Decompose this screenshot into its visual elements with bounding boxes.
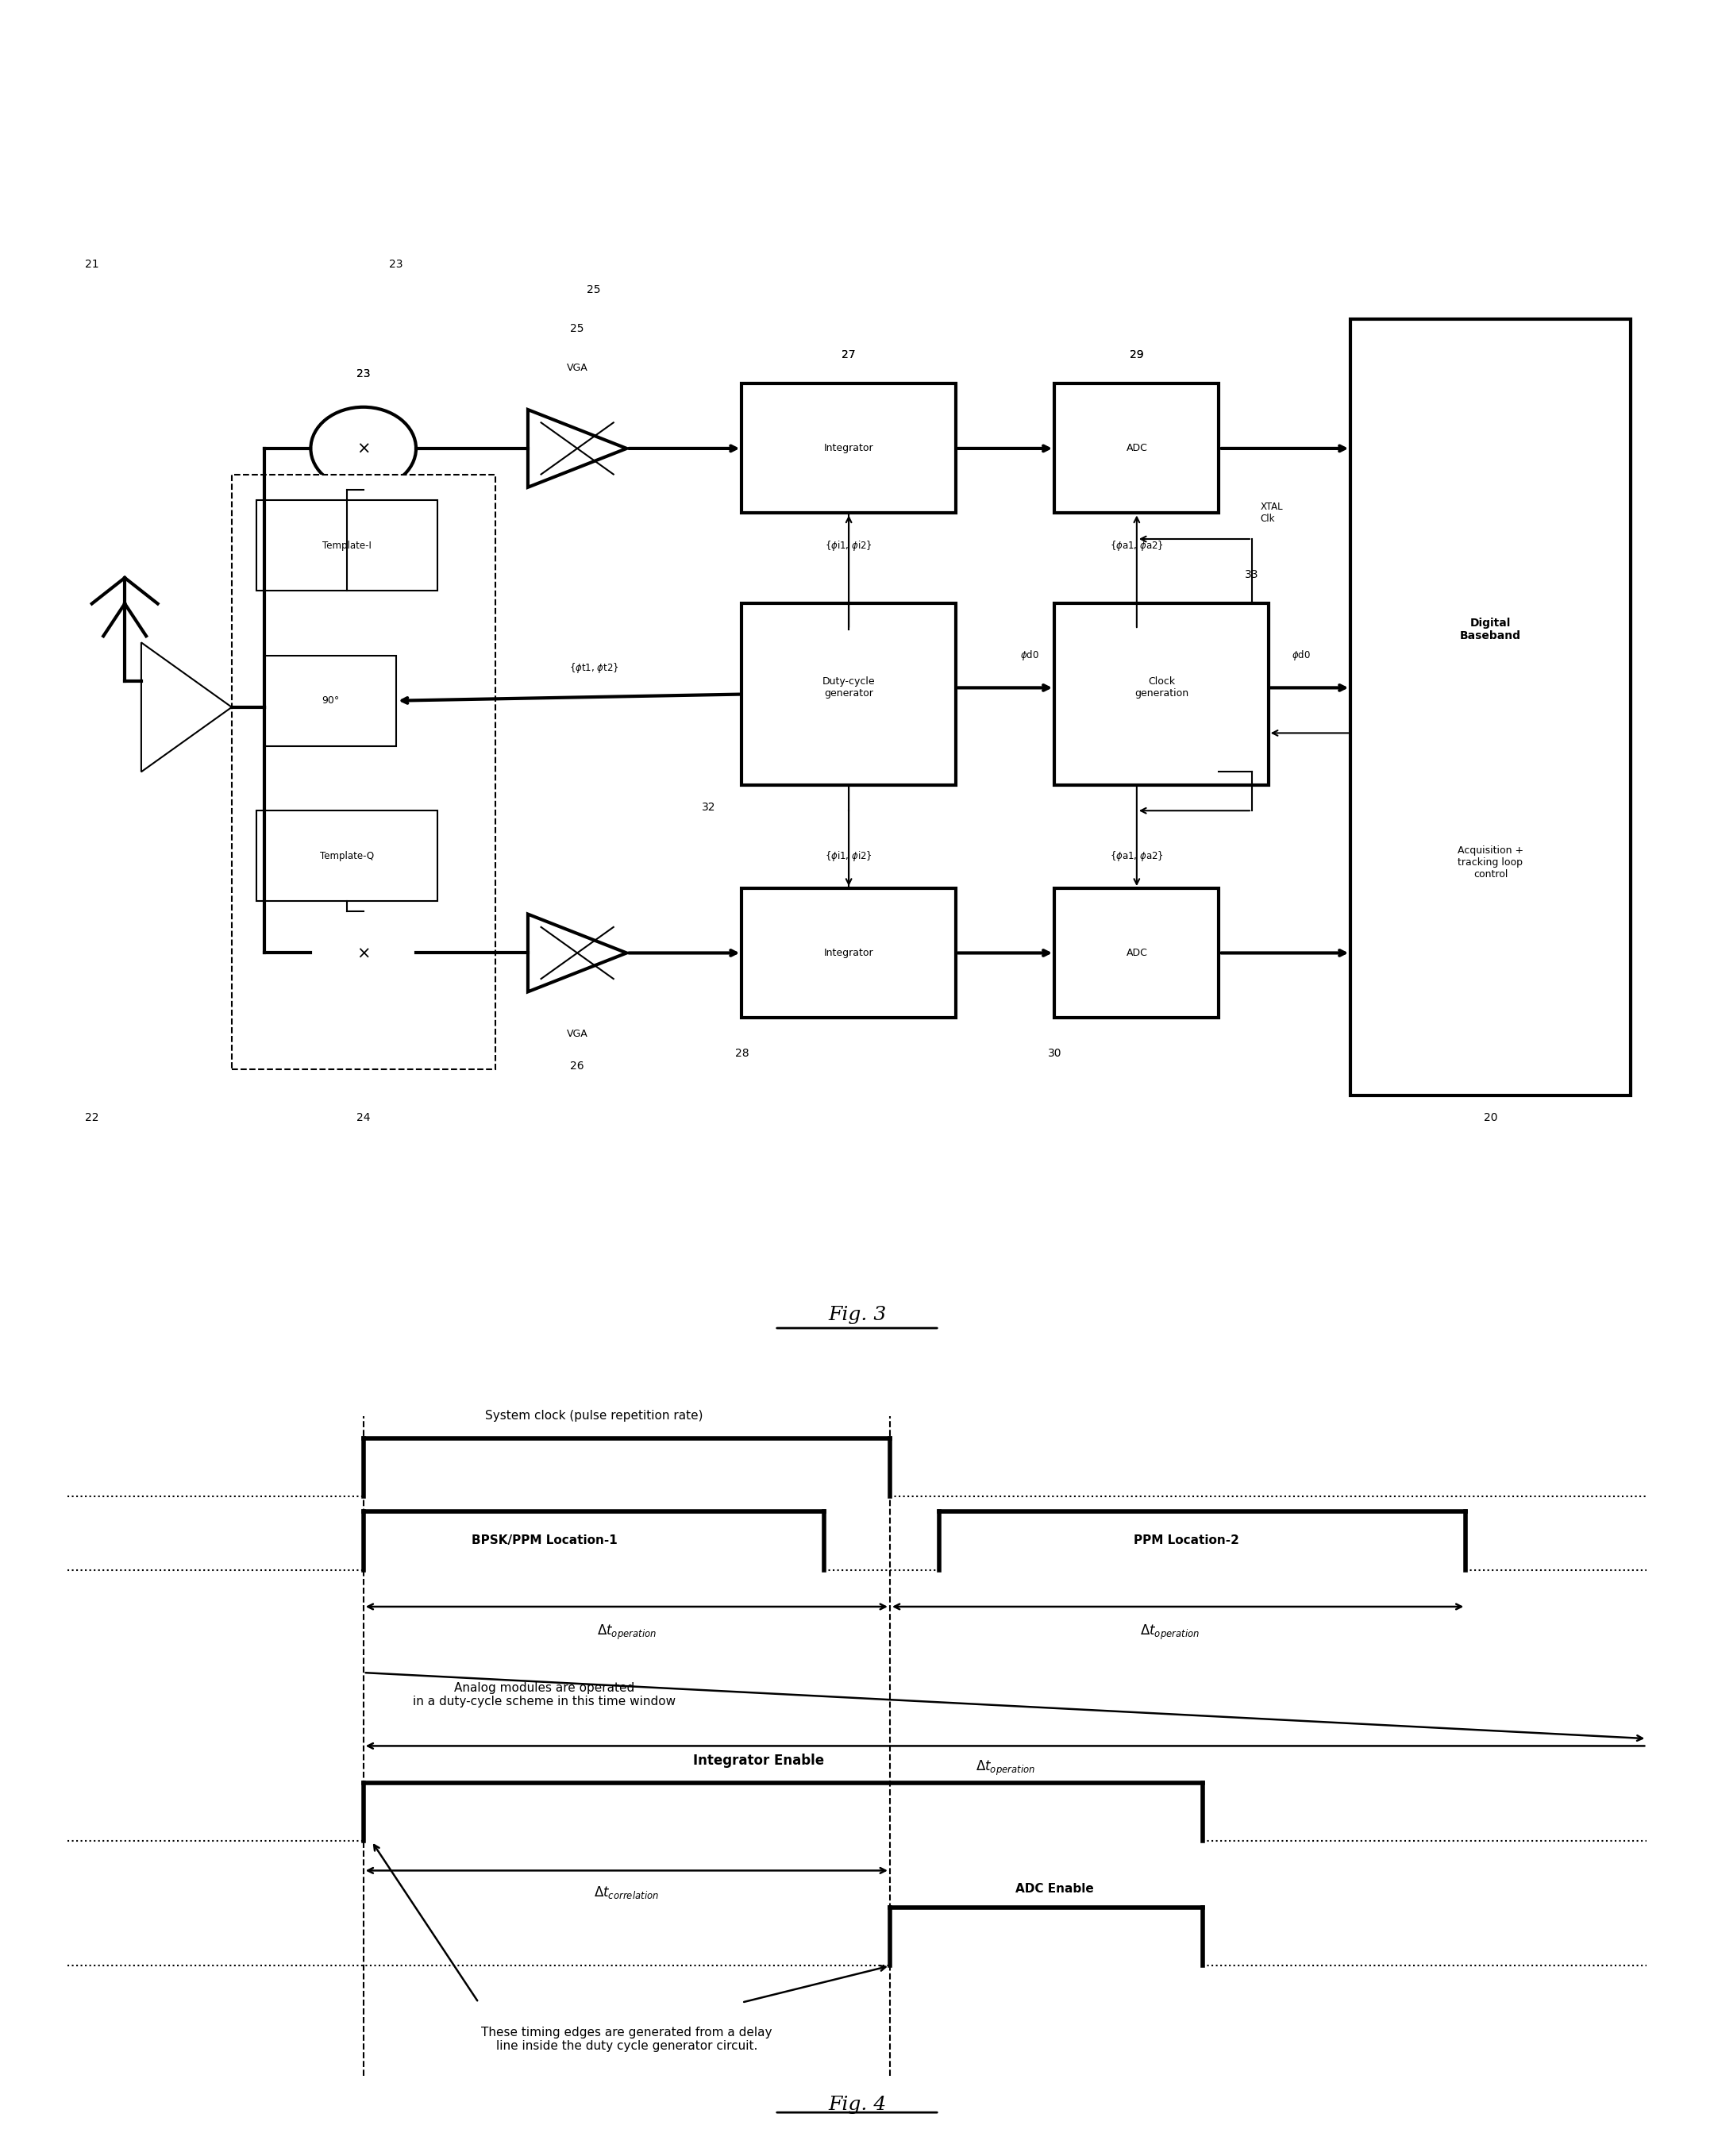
Text: $\Delta t_{correlation}$: $\Delta t_{correlation}$ <box>595 1884 660 1899</box>
Text: BPSK/PPM Location-1: BPSK/PPM Location-1 <box>471 1535 617 1546</box>
Text: 21: 21 <box>86 259 99 270</box>
Text: 20: 20 <box>1484 1112 1498 1123</box>
Text: These timing edges are generated from a delay
line inside the duty cycle generat: These timing edges are generated from a … <box>482 2027 771 2053</box>
Text: {$\phi$a1, $\phi$a2}: {$\phi$a1, $\phi$a2} <box>1109 849 1164 862</box>
Text: Clock
generation: Clock generation <box>1135 677 1188 699</box>
Text: 22: 22 <box>86 1112 99 1123</box>
Text: Integrator Enable: Integrator Enable <box>692 1753 824 1768</box>
Text: System clock (pulse repetition rate): System clock (pulse repetition rate) <box>485 1410 703 1423</box>
Text: VGA: VGA <box>567 1028 588 1039</box>
Text: 24: 24 <box>357 1112 370 1123</box>
Text: PPM Location-2: PPM Location-2 <box>1133 1535 1239 1546</box>
Text: 23: 23 <box>357 369 370 379</box>
Text: $\phi$d0: $\phi$d0 <box>1292 649 1311 662</box>
Text: {$\phi$i1, $\phi$i2}: {$\phi$i1, $\phi$i2} <box>824 539 872 552</box>
Circle shape <box>310 407 417 489</box>
Bar <box>231 474 495 1069</box>
Text: VGA: VGA <box>567 362 588 373</box>
Text: Fig. 4: Fig. 4 <box>828 2096 886 2115</box>
Text: XTAL
Clk: XTAL Clk <box>1260 502 1282 524</box>
Text: 29: 29 <box>1130 349 1143 360</box>
Bar <box>1054 604 1268 785</box>
Text: $\times$: $\times$ <box>357 944 370 962</box>
Text: 23: 23 <box>357 369 370 379</box>
Text: 25: 25 <box>586 285 600 295</box>
Bar <box>742 888 956 1018</box>
Text: Template-I: Template-I <box>322 541 372 550</box>
Text: $\phi$d0: $\phi$d0 <box>1020 649 1039 662</box>
Circle shape <box>310 912 417 994</box>
Text: Fig. 3: Fig. 3 <box>828 1307 886 1324</box>
Text: ADC: ADC <box>1126 444 1147 453</box>
Text: Integrator: Integrator <box>824 949 874 957</box>
Text: {$\phi$i1, $\phi$i2}: {$\phi$i1, $\phi$i2} <box>824 849 872 862</box>
Polygon shape <box>528 410 627 487</box>
Text: Digital
Baseband: Digital Baseband <box>1460 617 1520 642</box>
Bar <box>742 384 956 513</box>
Text: 33: 33 <box>1244 569 1258 580</box>
Text: 32: 32 <box>703 802 716 813</box>
Text: 26: 26 <box>571 1061 584 1072</box>
Text: Duty-cycle
generator: Duty-cycle generator <box>823 677 876 699</box>
Text: 28: 28 <box>735 1048 749 1059</box>
Text: Acquisition +
tracking loop
control: Acquisition + tracking loop control <box>1457 845 1524 880</box>
Bar <box>742 604 956 785</box>
Bar <box>1351 319 1630 1095</box>
Text: 29: 29 <box>1130 349 1143 360</box>
Text: $\Delta t_{operation}$: $\Delta t_{operation}$ <box>596 1623 656 1641</box>
Bar <box>1054 888 1219 1018</box>
Text: 25: 25 <box>571 323 584 334</box>
Bar <box>264 655 396 746</box>
Text: {$\phi$a1, $\phi$a2}: {$\phi$a1, $\phi$a2} <box>1109 539 1164 552</box>
Text: $\Delta t_{operation}$: $\Delta t_{operation}$ <box>1140 1623 1200 1641</box>
Text: $\Delta t_{operation}$: $\Delta t_{operation}$ <box>975 1759 1035 1777</box>
Text: {$\phi$t1, $\phi$t2}: {$\phi$t1, $\phi$t2} <box>569 662 619 675</box>
Polygon shape <box>141 642 231 772</box>
Text: ADC Enable: ADC Enable <box>1015 1882 1094 1895</box>
Bar <box>1054 384 1219 513</box>
Text: 23: 23 <box>389 259 403 270</box>
Text: ADC: ADC <box>1126 949 1147 957</box>
Text: $\times$: $\times$ <box>357 440 370 457</box>
Text: 24: 24 <box>357 1009 370 1020</box>
Text: 30: 30 <box>1047 1048 1061 1059</box>
Text: Template-Q: Template-Q <box>321 852 374 860</box>
Polygon shape <box>528 914 627 992</box>
Bar <box>257 811 437 901</box>
Text: 90°: 90° <box>322 696 339 705</box>
Bar <box>257 500 437 591</box>
Text: 27: 27 <box>842 349 855 360</box>
Text: Analog modules are operated
in a duty-cycle scheme in this time window: Analog modules are operated in a duty-cy… <box>413 1682 675 1708</box>
Text: 27: 27 <box>842 349 855 360</box>
Text: Integrator: Integrator <box>824 444 874 453</box>
